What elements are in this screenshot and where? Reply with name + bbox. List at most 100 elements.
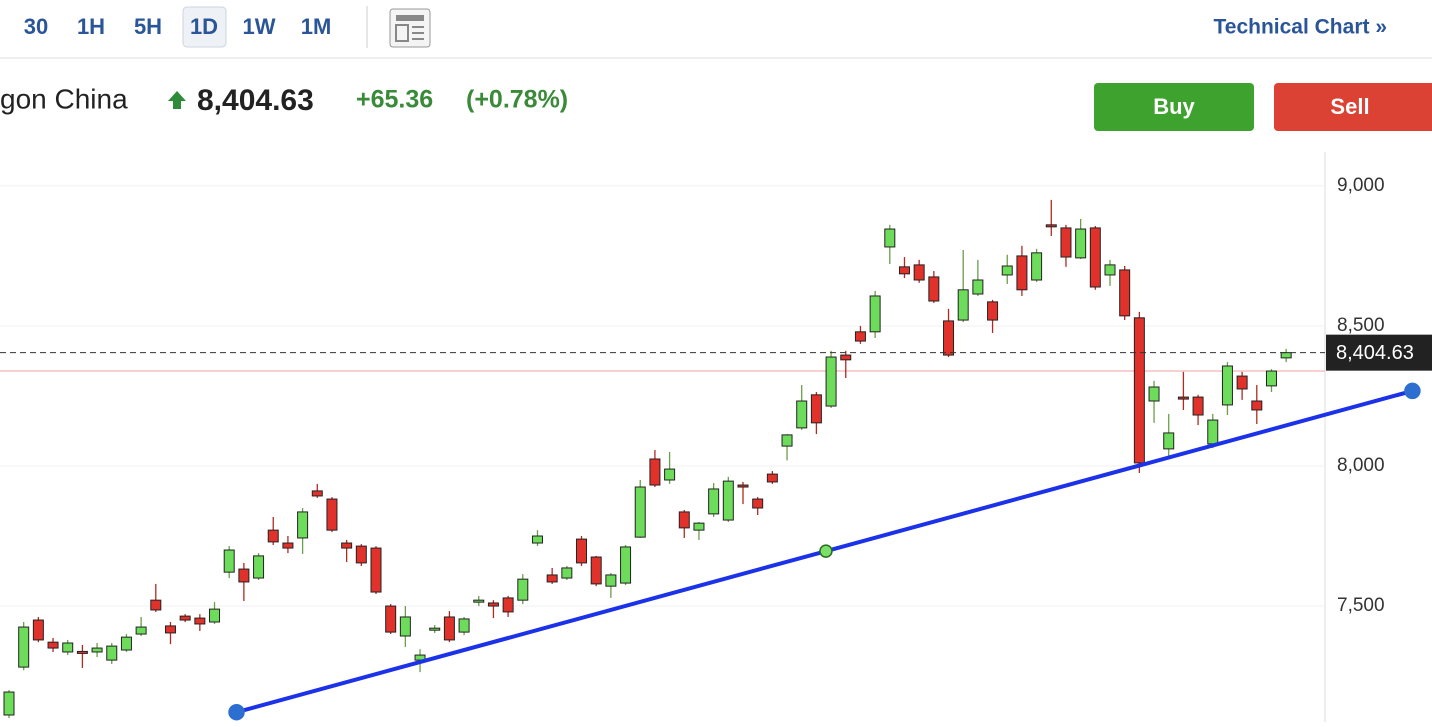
candle-body: [62, 642, 74, 653]
technical-chart-link[interactable]: Technical Chart »: [1214, 16, 1388, 39]
candle-body: [3, 691, 15, 716]
candle-body: [209, 608, 221, 623]
candle-body: [987, 301, 999, 321]
candle-body: [737, 484, 749, 488]
interval-button[interactable]: 30: [24, 14, 48, 39]
candle-body: [928, 276, 940, 302]
interval-button[interactable]: 1D: [190, 14, 218, 39]
quote-change-pct: (+0.78%): [466, 86, 568, 114]
candle-body: [1089, 227, 1101, 288]
candle-body: [1236, 375, 1248, 390]
sell-button[interactable]: [1274, 83, 1432, 131]
candle-body: [1045, 224, 1057, 228]
candle-body: [1119, 269, 1131, 317]
candle-body: [664, 468, 676, 481]
quote-change: +65.36: [356, 86, 433, 114]
candle-body: [869, 295, 881, 333]
quote-price: 8,404.63: [197, 84, 314, 117]
candle-body: [1265, 370, 1277, 387]
icon-bar: [396, 15, 424, 21]
candle-body: [913, 264, 925, 281]
candle-body: [297, 511, 309, 539]
candle-body: [1207, 419, 1219, 445]
candle-body: [1133, 317, 1145, 464]
candle-body: [620, 546, 632, 584]
candle-body: [590, 556, 602, 585]
candle-body: [429, 627, 441, 631]
candle-body: [458, 618, 470, 633]
interval-button[interactable]: 1H: [77, 14, 105, 39]
up-arrow: [168, 91, 186, 109]
candle-body: [502, 597, 514, 613]
candle-body: [150, 599, 162, 611]
candle-body: [238, 568, 250, 583]
candle-body: [18, 626, 30, 668]
candle-body: [385, 605, 397, 633]
candle-body: [722, 480, 734, 521]
candle-body: [76, 650, 88, 654]
instrument-name: gon China: [0, 83, 128, 114]
candle-body: [576, 538, 588, 564]
candle-body: [898, 266, 910, 275]
candle-body: [1104, 264, 1116, 276]
candle-body: [267, 529, 279, 543]
candle-body: [1016, 255, 1028, 291]
candle-body: [1221, 365, 1233, 406]
layout-icon[interactable]: [389, 8, 431, 48]
candle-body: [311, 490, 323, 497]
candle-body: [634, 486, 646, 538]
y-tick-label: 8,000: [1337, 455, 1385, 476]
candle-body: [399, 616, 411, 637]
candle-body: [326, 498, 338, 531]
candle-body: [1280, 352, 1292, 359]
candle-body: [752, 498, 764, 509]
trendline-handle: [1404, 382, 1421, 400]
candle-body: [796, 400, 808, 429]
candle-body: [106, 645, 118, 661]
buy-button[interactable]: [1094, 83, 1254, 131]
candle-body: [487, 602, 499, 607]
candle-body: [708, 488, 720, 515]
interval-button[interactable]: 1W: [243, 14, 276, 39]
candle-body: [825, 356, 837, 407]
last-price-box: [1326, 334, 1432, 371]
last-price-label: 8,404.63: [1336, 342, 1414, 364]
icon-box: [395, 24, 409, 42]
candle-body: [1192, 396, 1204, 416]
candle-body: [972, 279, 984, 295]
candle-body: [1251, 400, 1263, 411]
candle-body: [884, 228, 896, 248]
candle-body: [1001, 265, 1013, 276]
y-tick-label: 7,500: [1337, 595, 1385, 616]
candle-body: [810, 394, 822, 424]
candle-body: [32, 619, 44, 641]
candle-body: [91, 647, 103, 653]
candle-body: [1163, 432, 1175, 450]
candle-body: [531, 535, 543, 544]
trendline-handle: [228, 703, 245, 721]
interval-button[interactable]: 5H: [134, 14, 162, 39]
candle-body: [341, 542, 353, 549]
candle-body: [120, 636, 132, 651]
candle-body: [179, 615, 191, 621]
candle-body: [517, 578, 529, 601]
trendline-handle: [819, 544, 833, 558]
candle-body: [194, 617, 206, 625]
buy-label[interactable]: Buy: [1153, 94, 1195, 119]
candle-body: [443, 616, 455, 641]
candle-body: [135, 626, 147, 635]
selected-interval-bg: [182, 6, 227, 48]
candle-body: [223, 549, 235, 573]
candle-body: [355, 545, 367, 564]
candle-body: [605, 574, 617, 587]
candle-body: [781, 434, 793, 447]
interval-button[interactable]: 1M: [301, 14, 332, 39]
candle-body: [1060, 227, 1072, 258]
sell-label[interactable]: Sell: [1330, 94, 1369, 119]
candle-body: [164, 625, 176, 634]
candle-body: [766, 473, 778, 483]
candle-body: [854, 331, 866, 342]
candle-body: [546, 574, 558, 583]
